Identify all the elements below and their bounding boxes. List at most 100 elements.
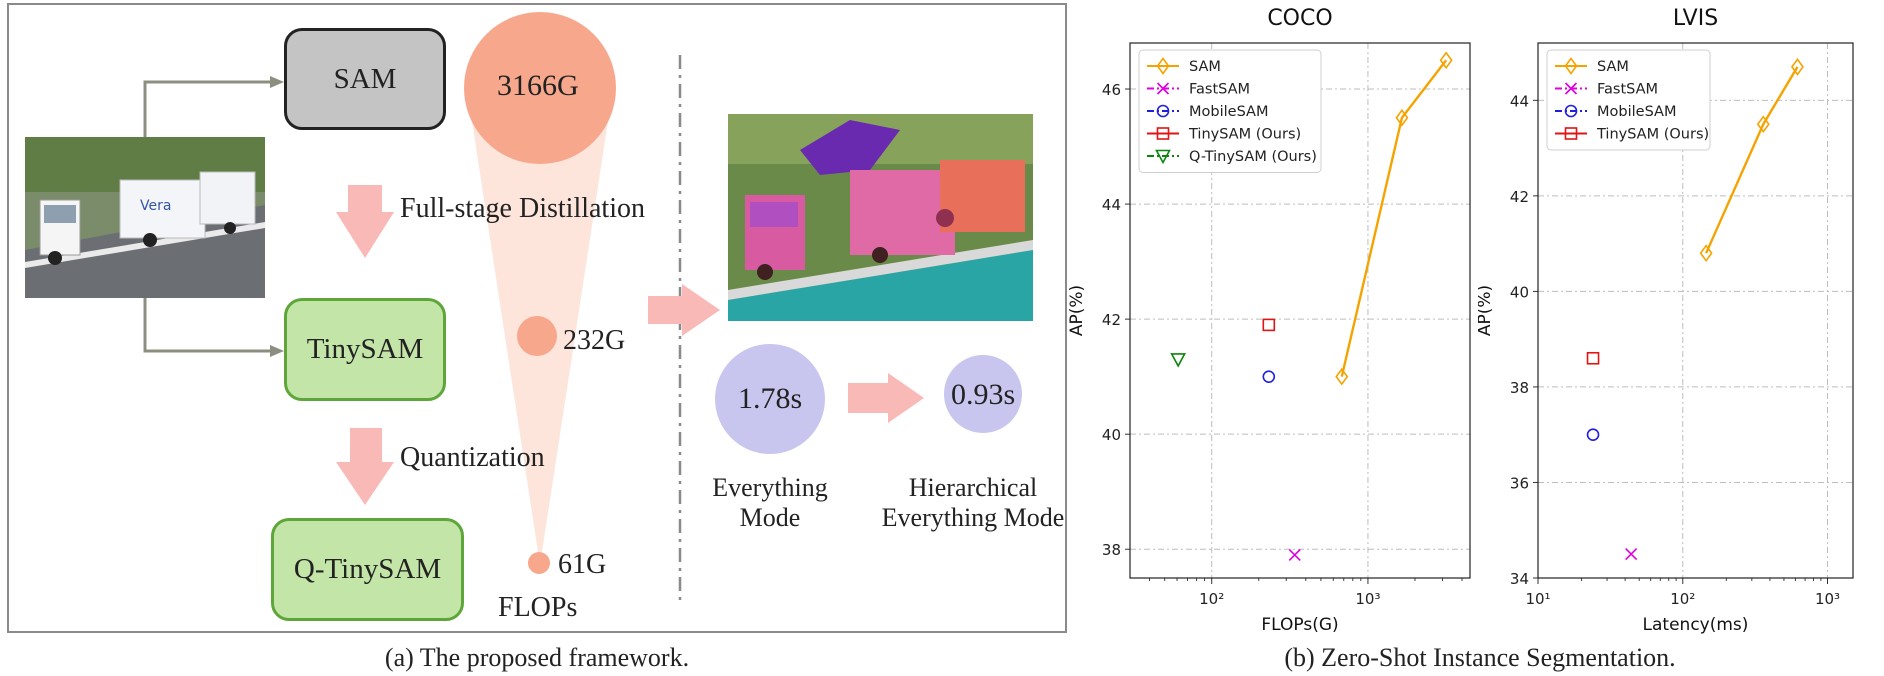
chart0-series-sam [1335, 51, 1453, 386]
chart0-series-fastsam [1288, 548, 1301, 562]
chart1-data-point [1790, 58, 1804, 76]
chart0-legend-marker [1156, 57, 1170, 75]
framework-panel [7, 3, 1067, 633]
chart1-y-tick-label: 36 [1510, 474, 1529, 492]
input-truck-image: Vera [25, 137, 265, 298]
chart1-data-point [1625, 548, 1638, 561]
framework-caption: (a) The proposed framework. [384, 643, 690, 672]
chart1-legend-marker [1564, 82, 1578, 95]
chart0-y-tick-label: 40 [1102, 426, 1121, 444]
chart1-plot-frame [1537, 42, 1854, 579]
chart1-series-line [1705, 66, 1799, 254]
flops-circle-small [528, 552, 550, 574]
flops-small-value: 61G [558, 549, 607, 580]
chart0-data-point [1288, 548, 1301, 562]
chart0-legend-box [1138, 49, 1322, 173]
chart0-legend-label: MobileSAM [1189, 104, 1268, 120]
chart0-x-axis-label: FLOPs(G) [1261, 615, 1338, 635]
segmented-output-image [728, 114, 1033, 321]
chart0-data-point [1170, 353, 1186, 368]
chart1-y-axis-label: AP(%) [1478, 285, 1495, 336]
chart1-series-fastsam [1625, 548, 1638, 561]
time-circle-hierarchical [944, 355, 1022, 433]
chart1-data-point [1699, 244, 1713, 263]
chart0-series-line [1340, 59, 1448, 377]
chart1-x-axis-label: Latency(ms) [1643, 615, 1749, 635]
chart0-legend-label: SAM [1189, 59, 1221, 75]
chart1-y-tick-label: 42 [1510, 188, 1529, 206]
chart1-legend-marker [1564, 104, 1578, 118]
chart0-y-axis-label: AP(%) [1068, 285, 1087, 336]
chart1-legend-label: TinySAM (Ours) [1596, 127, 1709, 143]
svg-text:Vera: Vera [140, 198, 171, 214]
chart0-series-tinysam-ours- [1262, 318, 1276, 332]
chart1-legend-marker [1564, 57, 1578, 75]
quantization-label: Quantization [400, 442, 545, 473]
chart0-legend-marker [1156, 82, 1170, 95]
flops-large-value: 3166G [497, 69, 579, 102]
lvis-chart: LVIS 34 36 38 40 42 44 10¹ 10² 10³ Latency(ms) AP(%… [1478, 6, 1854, 635]
qtinysam-label: Q-TinySAM [293, 553, 442, 585]
chart1-series-mobilesam [1586, 428, 1600, 441]
flops-circle-large [464, 12, 616, 164]
chart0-plot-frame [1129, 42, 1471, 579]
flops-label: FLOPs [498, 592, 578, 623]
connector-arrowhead-tinysam [270, 345, 284, 357]
chart0-data-point [1395, 108, 1409, 127]
chart0-legend-marker [1156, 127, 1170, 140]
quantization-arrow [336, 428, 394, 505]
sam-label: SAM [333, 62, 397, 95]
everything-mode-label: Everything Mode [712, 473, 828, 532]
chart1-x-tick-label: 10² [1670, 590, 1695, 608]
chart1-y-tick-label: 40 [1510, 283, 1529, 301]
chart1-legend-box [1546, 49, 1711, 151]
chart0-data-point [1262, 318, 1276, 332]
distillation-arrow [336, 185, 394, 258]
hierarchical-mode-label: Hierarchical Everything Mode [881, 473, 1065, 532]
chart0-data-point [1335, 367, 1349, 386]
chart1-x-tick-label: 10³ [1815, 590, 1840, 608]
chart1-legend-label: SAM [1597, 59, 1629, 75]
chart0-title: COCO [1267, 6, 1332, 31]
chart0-series-mobilesam [1262, 370, 1276, 383]
chart1-y-tick-label: 38 [1510, 379, 1529, 397]
connector-arrowhead-sam [270, 76, 284, 88]
charts-caption: (b) Zero-Shot Instance Segmentation. [1284, 643, 1676, 672]
chart1-data-point [1586, 428, 1600, 441]
chart0-legend-label: FastSAM [1189, 82, 1250, 98]
chart1-series-sam [1699, 58, 1804, 263]
speedup-arrow [848, 373, 924, 423]
tinysam-model-box: TinySAM [284, 298, 446, 401]
chart0-y-tick-label: 42 [1102, 311, 1121, 329]
chart0-legend-label: TinySAM (Ours) [1188, 127, 1301, 143]
tinysam-label: TinySAM [306, 333, 424, 365]
chart0-legend-label: Q-TinySAM (Ours) [1189, 149, 1317, 165]
hierarchical-time: 0.93s [951, 378, 1016, 411]
sam-model-box: SAM [284, 28, 446, 130]
chart1-data-point [1756, 115, 1770, 134]
distillation-label: Full-stage Distillation [400, 193, 645, 224]
chart1-data-point [1586, 351, 1600, 365]
flops-circle-medium [517, 316, 557, 356]
chart1-legend-label: FastSAM [1597, 82, 1658, 98]
chart0-x-tick-label: 10³ [1355, 590, 1380, 608]
chart0-legend-marker [1155, 149, 1171, 165]
chart1-title: LVIS [1673, 6, 1718, 31]
chart0-data-point [1262, 370, 1276, 383]
chart1-legend-marker [1564, 127, 1578, 140]
chart1-series-tinysam-ours- [1586, 351, 1600, 365]
flops-medium-value: 232G [563, 325, 626, 356]
chart0-x-tick-label: 10² [1199, 590, 1224, 608]
connector-lines [143, 80, 272, 353]
everything-time: 1.78s [738, 382, 803, 415]
output-arrow [648, 284, 720, 336]
chart1-y-tick-label: 44 [1510, 92, 1529, 110]
time-circle-everything [715, 344, 825, 454]
qtinysam-model-box: Q-TinySAM [271, 518, 464, 621]
chart0-y-tick-label: 44 [1102, 196, 1121, 214]
chart0-y-tick-label: 38 [1102, 541, 1121, 559]
chart0-legend-marker [1156, 104, 1170, 118]
chart1-y-tick-label: 34 [1510, 570, 1529, 588]
coco-chart: COCO 38 40 42 44 46 10² 10³ FLOPs(G) AP(%) SAM Fast… [1068, 6, 1471, 635]
chart0-series-q-tinysam-ours- [1170, 353, 1186, 368]
